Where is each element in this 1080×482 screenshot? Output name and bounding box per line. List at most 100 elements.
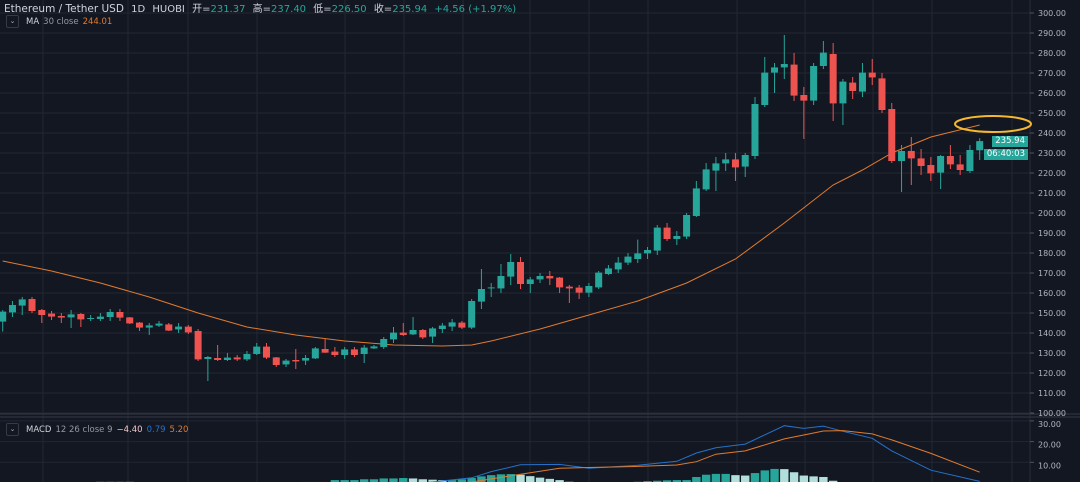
macd-histogram-bar <box>662 480 672 482</box>
candle-body <box>956 164 964 170</box>
price-tick-label: 200.00 <box>1038 209 1066 218</box>
candle <box>790 53 798 101</box>
price-axis[interactable]: 300.00 290.00 280.00 270.00 260.00 250.00 240.… <box>1030 9 1066 418</box>
candle-body <box>370 346 378 349</box>
price-tick-label: 230.00 <box>1038 149 1066 158</box>
open-label: 开= <box>192 4 211 15</box>
macd-legend[interactable]: ⌄ MACD 12 26 close 9 −4.40 0.79 5.20 <box>6 423 188 436</box>
candle-body <box>272 357 280 365</box>
chevron-down-icon[interactable]: ⌄ <box>6 423 19 436</box>
candle <box>956 155 964 175</box>
price-tick-label: 300.00 <box>1038 9 1066 18</box>
macd-histogram-bar <box>418 479 428 482</box>
candle <box>458 321 466 329</box>
macd-tick-label: 20.00 <box>1038 441 1061 450</box>
macd-histogram-bar <box>506 474 515 482</box>
low-value: 226.50 <box>331 4 367 15</box>
candle <box>448 319 456 331</box>
candle-body <box>350 349 358 355</box>
chevron-down-icon[interactable]: ⌄ <box>6 15 19 28</box>
candle <box>145 323 153 335</box>
candle-body <box>556 277 564 288</box>
candle-body <box>585 286 593 293</box>
macd-histogram-bar <box>789 472 799 482</box>
annotation-ellipse[interactable] <box>954 115 1032 133</box>
candle <box>223 353 231 361</box>
price-tick-label: 250.00 <box>1038 109 1066 118</box>
price-tick-label: 160.00 <box>1038 289 1066 298</box>
candle <box>976 138 984 160</box>
ma-legend[interactable]: ⌄ MA 30 close 244.01 <box>6 15 112 28</box>
candle-body <box>390 332 397 340</box>
candle <box>77 313 85 327</box>
price-tick-label: 190.00 <box>1038 229 1066 238</box>
candle <box>898 145 906 192</box>
candle-body <box>28 299 36 311</box>
candle-body <box>898 151 906 161</box>
candle-body <box>8 305 16 313</box>
candle-body <box>165 324 173 331</box>
candle-body <box>839 81 847 104</box>
candle-body <box>819 52 827 66</box>
macd-histogram-bar <box>350 480 359 482</box>
interval[interactable]: 1D <box>131 4 146 15</box>
candle-body <box>282 360 290 365</box>
candle-body <box>302 358 310 361</box>
candle <box>829 43 837 121</box>
ma-name: MA <box>26 16 40 27</box>
macd-histogram-bar <box>828 480 838 482</box>
candle <box>585 283 593 297</box>
candle-body <box>536 276 544 280</box>
candle-body <box>634 253 642 259</box>
macd-tick-label: 10.00 <box>1038 461 1061 470</box>
macd-axis[interactable]: 30.00 20.00 10.00 <box>1030 420 1061 470</box>
candle <box>67 310 75 328</box>
candle <box>761 57 769 107</box>
candle <box>302 355 310 365</box>
candle <box>487 283 495 297</box>
candle <box>683 213 691 239</box>
candle-body <box>175 326 183 330</box>
candle <box>272 357 280 367</box>
exchange: HUOBI <box>152 4 185 15</box>
candle-body <box>194 331 202 360</box>
candle <box>966 145 974 173</box>
candle <box>702 163 710 191</box>
candle-body <box>409 330 417 335</box>
candle-body <box>946 156 954 165</box>
candle <box>858 63 866 97</box>
price-tick-label: 210.00 <box>1038 189 1066 198</box>
candle-body <box>712 163 720 171</box>
macd-histogram-bar <box>408 478 418 482</box>
candle <box>155 321 163 327</box>
candle-body <box>966 150 974 171</box>
candle <box>390 327 397 343</box>
candle <box>399 323 407 336</box>
macd-histogram-bar <box>770 468 779 482</box>
candle <box>321 339 329 353</box>
macd-histogram-bar <box>711 473 721 482</box>
macd-histogram-bar <box>721 473 730 482</box>
candle-body <box>341 349 349 355</box>
macd-histogram-bar <box>750 473 760 482</box>
candle-body <box>614 262 622 270</box>
candle <box>751 97 759 159</box>
candle-body <box>595 272 603 288</box>
macd-histogram-bar <box>467 478 476 482</box>
candle <box>135 322 143 331</box>
ma-layer <box>2 124 980 347</box>
candle <box>262 343 270 359</box>
candle <box>888 103 896 163</box>
candle <box>839 79 847 125</box>
macd-histogram-bar <box>389 478 398 482</box>
price-tick-label: 270.00 <box>1038 69 1066 78</box>
candle-body <box>790 64 798 96</box>
candle-body <box>653 227 661 251</box>
candle-body <box>204 357 212 359</box>
macd-histogram-bar <box>653 480 662 482</box>
symbol-name[interactable]: Ethereum / Tether USD <box>4 3 124 15</box>
candle-body <box>0 311 7 322</box>
price-tick-label: 140.00 <box>1038 329 1066 338</box>
candle <box>556 277 564 293</box>
